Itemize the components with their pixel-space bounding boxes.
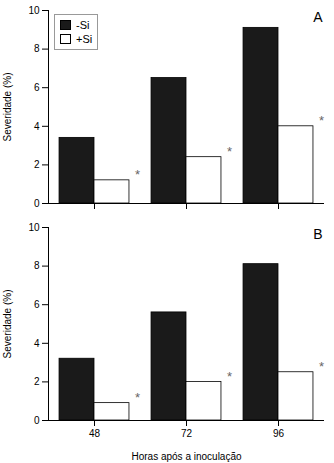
svg-text:72: 72 xyxy=(181,428,193,439)
svg-text:0: 0 xyxy=(34,198,40,209)
svg-text:Severidade (%): Severidade (%) xyxy=(2,290,13,359)
svg-text:8: 8 xyxy=(34,260,40,271)
svg-text:2: 2 xyxy=(34,159,40,170)
svg-text:6: 6 xyxy=(34,299,40,310)
svg-text:0: 0 xyxy=(34,415,40,426)
svg-text:Severidade (%): Severidade (%) xyxy=(2,73,13,142)
svg-text:4: 4 xyxy=(34,338,40,349)
svg-text:10: 10 xyxy=(28,222,40,233)
svg-text:Horas após a inoculação: Horas após a inoculação xyxy=(131,451,242,462)
html-text:+Si: +Si xyxy=(76,33,93,45)
svg-text:B: B xyxy=(313,226,322,242)
svg-text:48: 48 xyxy=(89,428,101,439)
svg-text:6: 6 xyxy=(34,82,40,93)
svg-text:*: * xyxy=(227,369,232,384)
svg-text:4: 4 xyxy=(34,121,40,132)
svg-text:10: 10 xyxy=(28,5,40,16)
svg-text:8: 8 xyxy=(34,43,40,54)
svg-text:*: * xyxy=(135,167,140,182)
html-text:-Si: -Si xyxy=(76,19,90,31)
svg-text:2: 2 xyxy=(34,376,40,387)
svg-text:A: A xyxy=(313,9,323,25)
svg-text:*: * xyxy=(319,359,324,374)
svg-text:*: * xyxy=(227,144,232,159)
svg-text:*: * xyxy=(319,113,324,128)
svg-text:96: 96 xyxy=(273,428,285,439)
svg-text:*: * xyxy=(135,390,140,405)
